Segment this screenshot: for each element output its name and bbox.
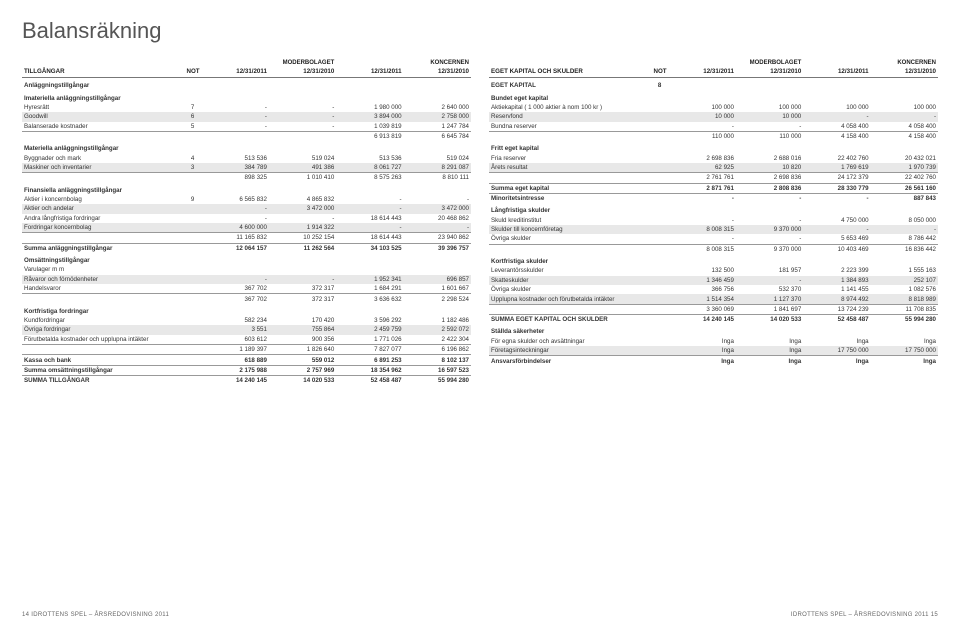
sum-total-assets: SUMMA TILLGÅNGAR14 240 14514 020 53352 4… — [22, 376, 471, 386]
table-row: Hyresrätt7--1 980 0002 640 000 — [22, 103, 471, 112]
heading-not: NOT — [184, 67, 202, 78]
table-row: 6 913 8196 645 784 — [22, 131, 471, 141]
table-row: Fritt eget kapital — [489, 141, 938, 153]
table-row: Ställda säkerheter — [489, 324, 938, 336]
table-row: Finansiella anläggningstillgångar — [22, 183, 471, 195]
sum-current-assets: Summa omsättningstillgångar2 175 9882 75… — [22, 365, 471, 375]
footer-right: IDROTTENS SPEL – ÅRSREDOVISNING 2011 15 — [791, 612, 938, 618]
sum-fixed-assets: Summa anläggningstillgångar12 064 15711 … — [22, 243, 471, 253]
table-row: Bundet eget kapital — [489, 91, 938, 103]
assets-column: MODERBOLAGET KONCERNEN TILLGÅNGAR NOT 12… — [22, 58, 471, 386]
balance-sheet: MODERBOLAGET KONCERNEN TILLGÅNGAR NOT 12… — [22, 58, 938, 386]
table-row: Omsättningstillgångar — [22, 253, 471, 265]
table-row: Leverantörsskulder132 500181 9572 223 39… — [489, 266, 938, 275]
table-row: Maskiner och inventarier3384 789491 3868… — [22, 163, 471, 173]
table-row: Anläggningstillgångar — [22, 78, 471, 91]
heading-equity: EGET KAPITAL OCH SKULDER — [489, 67, 651, 78]
table-row: Övriga fordringar3 551755 8642 459 7592 … — [22, 325, 471, 334]
sum-equity-liabilities: SUMMA EGET KAPITAL OCH SKULDER14 240 145… — [489, 315, 938, 325]
table-row: Byggnader och mark4513 536519 024513 536… — [22, 153, 471, 162]
table-row: Minoritetsintresse---887 843 — [489, 193, 938, 203]
page-title: Balansräkning — [22, 18, 938, 44]
table-row: Goodwill6--3 894 0002 758 000 — [22, 112, 471, 121]
concern-group: KONCERNEN — [336, 58, 471, 67]
table-row: Upplupna kostnader och förutbetalda intä… — [489, 294, 938, 304]
table-row: Handelsvaror367 702372 3171 684 2911 601… — [22, 284, 471, 294]
table-row: Aktiekapital ( 1 000 aktier à nom 100 kr… — [489, 103, 938, 112]
column-header-row: EGET KAPITAL OCH SKULDER NOT 12/31/2011 … — [489, 67, 938, 78]
column-header-row: TILLGÅNGAR NOT 12/31/2011 12/31/2010 12/… — [22, 67, 471, 78]
footer-left: 14 IDROTTENS SPEL – ÅRSREDOVISNING 2011 — [22, 612, 169, 618]
parent-group: MODERBOLAGET — [202, 58, 337, 67]
col-c4: 12/31/2010 — [404, 67, 471, 78]
table-row: Skulder till koncernföretag8 008 3159 37… — [489, 225, 938, 234]
table-row: Andra långfristiga fordringar--18 614 44… — [22, 214, 471, 223]
table-row: Aktier i koncernbolag96 565 8324 865 832… — [22, 195, 471, 204]
table-row: Varulager m m — [22, 265, 471, 274]
table-row: 1 189 3971 826 6407 827 0776 196 862 — [22, 345, 471, 355]
table-row: Övriga skulder--5 653 4698 786 442 — [489, 234, 938, 244]
table-row: 3 360 0691 841 69713 724 23911 708 835 — [489, 304, 938, 314]
table-row: Övriga skulder366 756532 3701 141 4551 0… — [489, 285, 938, 294]
table-row: Långfristiga skulder — [489, 203, 938, 215]
table-row: Kortfristiga fordringar — [22, 304, 471, 316]
table-row: Reservfond10 00010 000-- — [489, 112, 938, 121]
table-row: För egna skulder och avsättningarIngaIng… — [489, 337, 938, 346]
table-row: Bundna reserver--4 058 4004 058 400 — [489, 122, 938, 132]
table-row: Materiella anläggningstillgångar — [22, 141, 471, 153]
table-row: Kundfordringar582 234170 4203 596 2921 1… — [22, 316, 471, 325]
table-row: EGET KAPITAL8 — [489, 78, 938, 91]
table-row: Aktier och andelar-3 472 000-3 472 000 — [22, 204, 471, 213]
table-row: AnsvarsförbindelserIngaIngaIngaInga — [489, 356, 938, 366]
table-row: Kassa och bank618 889559 0126 891 2538 1… — [22, 355, 471, 365]
sum-equity: Summa eget kapital2 871 7612 808 83628 3… — [489, 183, 938, 193]
table-row: Kortfristiga skulder — [489, 254, 938, 266]
table-row: FöretagsinteckningarIngaInga17 750 00017… — [489, 346, 938, 356]
col-c2: 12/31/2010 — [269, 67, 336, 78]
group-header-row: MODERBOLAGET KONCERNEN — [22, 58, 471, 67]
table-row: 110 000110 0004 158 4004 158 400 — [489, 131, 938, 141]
col-c3: 12/31/2011 — [336, 67, 403, 78]
assets-table: MODERBOLAGET KONCERNEN TILLGÅNGAR NOT 12… — [22, 58, 471, 386]
table-row: Skuld kreditinstitut--4 750 0008 050 000 — [489, 216, 938, 225]
table-row: 2 761 7612 698 83624 172 37922 402 760 — [489, 173, 938, 183]
col-c1: 12/31/2011 — [202, 67, 269, 78]
table-row: 11 165 83210 252 15418 614 44323 940 862 — [22, 233, 471, 243]
table-row: Förutbetalda kostnader och upplupna intä… — [22, 335, 471, 345]
table-row: 367 702372 3173 636 6322 298 524 — [22, 294, 471, 304]
equity-liabilities-column: MODERBOLAGET KONCERNEN EGET KAPITAL OCH … — [489, 58, 938, 386]
table-row: Fordringar koncernbolag4 600 0001 914 32… — [22, 223, 471, 233]
table-row: Skatteskulder1 346 459-1 384 893252 107 — [489, 276, 938, 285]
table-row: Balanserade kostnader5--1 039 8191 247 7… — [22, 122, 471, 132]
table-row: 8 008 3159 370 00010 403 46916 836 442 — [489, 244, 938, 254]
table-row: Fria reserver2 698 8362 688 01622 402 76… — [489, 153, 938, 162]
table-row: 898 3251 010 4108 575 2638 810 111 — [22, 173, 471, 183]
table-row: Årets resultat62 92510 8201 769 6191 970… — [489, 163, 938, 173]
group-header-row: MODERBOLAGET KONCERNEN — [489, 58, 938, 67]
table-row: Råvaror och förnödenheter--1 952 341696 … — [22, 275, 471, 284]
equity-table: MODERBOLAGET KONCERNEN EGET KAPITAL OCH … — [489, 58, 938, 366]
heading-assets: TILLGÅNGAR — [22, 67, 184, 78]
table-row: Imateriella anläggningstillgångar — [22, 91, 471, 103]
